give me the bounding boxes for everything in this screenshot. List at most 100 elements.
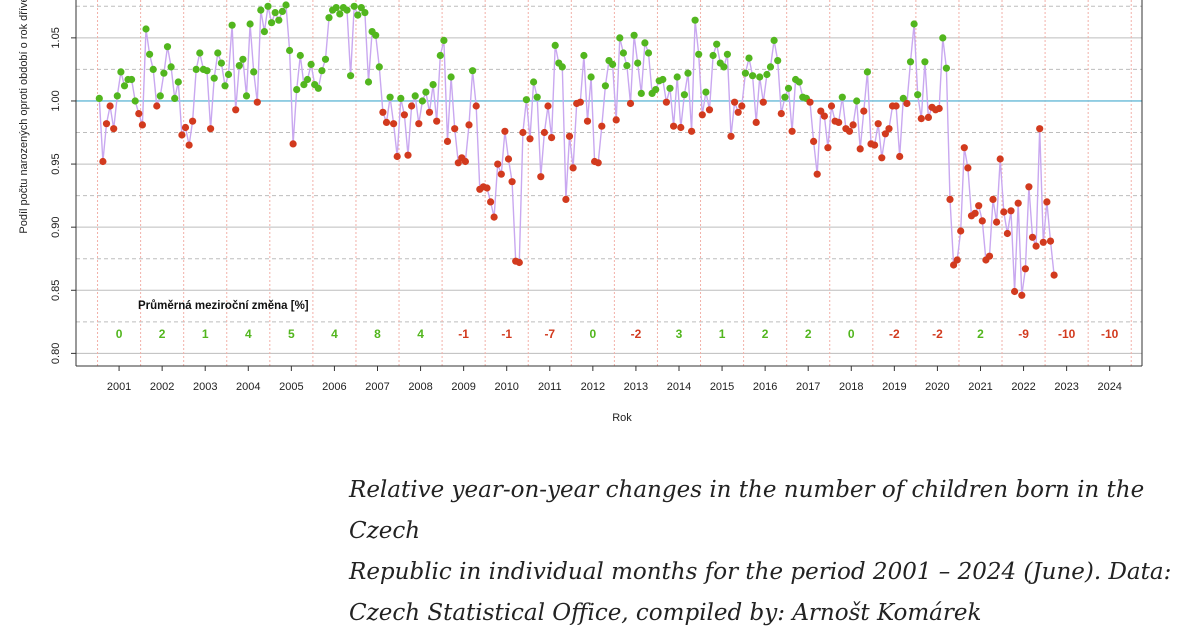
data-point <box>271 9 279 17</box>
data-point <box>806 98 814 106</box>
data-point <box>508 178 516 186</box>
data-point <box>659 75 667 84</box>
data-point <box>838 93 846 101</box>
data-point <box>192 65 200 73</box>
data-point <box>375 63 383 71</box>
data-point <box>630 31 638 39</box>
data-point <box>429 81 437 89</box>
data-point <box>235 62 243 70</box>
data-point <box>268 19 276 27</box>
data-point <box>723 50 732 58</box>
data-point <box>174 78 182 86</box>
data-point <box>433 117 441 125</box>
data-point <box>469 67 477 75</box>
data-point <box>978 217 986 225</box>
annual-change-label: 0 <box>848 327 855 341</box>
data-point <box>497 170 505 178</box>
annotation-title: Průměrná meziroční změna [%] <box>138 300 309 312</box>
data-point <box>670 122 678 130</box>
data-point <box>415 120 423 128</box>
data-point <box>289 140 297 148</box>
data-point <box>117 68 125 76</box>
data-point <box>587 73 595 81</box>
data-point <box>795 78 803 86</box>
data-point <box>221 82 229 90</box>
data-point <box>727 132 735 140</box>
data-point <box>1003 229 1012 238</box>
data-point <box>504 155 513 163</box>
data-point <box>332 4 340 12</box>
data-point <box>135 110 143 118</box>
data-point <box>303 75 312 84</box>
data-point <box>612 116 620 124</box>
data-point <box>820 112 829 120</box>
data-point <box>788 127 796 135</box>
x-tick-label: 2012 <box>581 381 605 393</box>
x-tick-label: 2010 <box>494 381 518 393</box>
data-point <box>939 34 947 42</box>
x-tick-label: 2002 <box>150 381 174 393</box>
data-point <box>393 152 401 161</box>
data-point <box>1021 265 1029 273</box>
data-point <box>113 92 121 100</box>
x-tick-label: 2018 <box>839 381 863 393</box>
data-point <box>390 120 398 128</box>
data-point <box>102 120 111 128</box>
data-point <box>562 195 570 203</box>
data-point <box>1018 291 1026 299</box>
data-point <box>519 128 527 137</box>
data-point <box>210 74 218 82</box>
data-point <box>774 57 782 65</box>
data-point <box>824 144 832 152</box>
data-point <box>95 94 103 102</box>
data-point <box>770 36 778 45</box>
data-point <box>652 86 660 94</box>
data-point <box>637 89 645 97</box>
data-point <box>874 120 882 128</box>
data-point <box>214 49 222 57</box>
y-tick-label: 1.05 <box>50 27 62 48</box>
data-point <box>845 127 854 135</box>
data-point <box>160 69 168 77</box>
annual-change-label: 0 <box>590 327 597 341</box>
data-point <box>472 102 480 110</box>
x-tick-label: 2016 <box>753 381 777 393</box>
data-point <box>146 50 154 58</box>
data-point <box>483 184 491 192</box>
data-point <box>569 164 577 172</box>
x-tick-label: 2014 <box>667 381 691 393</box>
data-point <box>985 252 994 260</box>
data-point <box>171 94 179 102</box>
caption-line-1: Relative year-on-year changes in the num… <box>349 477 1145 544</box>
data-point <box>950 261 958 269</box>
data-point <box>354 11 362 19</box>
data-point <box>185 141 193 149</box>
data-point <box>910 20 918 28</box>
data-point <box>131 97 139 105</box>
data-point <box>264 2 272 10</box>
data-point <box>662 98 671 106</box>
data-point <box>138 121 146 129</box>
data-point <box>440 36 448 45</box>
annual-change-label: 2 <box>762 327 769 341</box>
data-point <box>357 4 365 12</box>
data-point <box>601 82 610 90</box>
data-point <box>691 16 699 24</box>
annual-change-label: 2 <box>159 327 166 341</box>
data-point <box>695 50 703 58</box>
data-point <box>537 173 545 181</box>
data-point <box>1050 271 1058 279</box>
y-tick-label: 0.80 <box>50 343 62 364</box>
annual-change-layer: 0 2 1 4 5 4 8 4 -1 -1 -7 0 -2 3 1 2 2 0 -2 -2 2 -9 -10 -10 <box>116 327 1119 341</box>
data-point <box>443 137 452 145</box>
data-point <box>408 102 416 110</box>
data-point <box>425 108 434 116</box>
x-tick-label: 2013 <box>624 381 648 393</box>
data-point <box>300 81 308 89</box>
data-point <box>680 91 689 99</box>
data-point <box>853 97 861 105</box>
data-point <box>461 157 469 166</box>
data-point <box>364 78 373 86</box>
data-point <box>207 125 215 133</box>
data-point <box>106 102 114 110</box>
